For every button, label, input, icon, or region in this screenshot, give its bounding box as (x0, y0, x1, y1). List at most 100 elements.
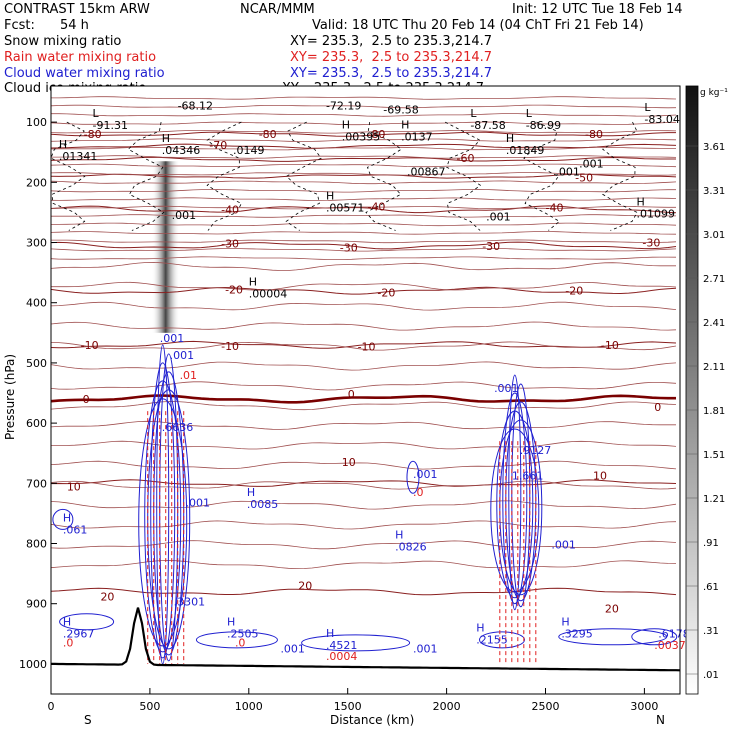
isotherm-label: -80 (585, 128, 603, 141)
extremum-value: .001 (172, 209, 197, 222)
isotherm-minor (50, 188, 676, 193)
extremum-symbol: H (162, 132, 170, 145)
isotherm--30 (50, 241, 677, 250)
extremum-value: .001 (160, 332, 185, 345)
terrain-line (51, 607, 681, 672)
isotherm-minor (50, 180, 677, 185)
extremum-symbol: L (93, 107, 100, 120)
extremum-value: .001 (413, 643, 438, 656)
y-tick-label: 800 (26, 538, 47, 551)
y-tick-label: 100 (26, 116, 47, 129)
isotherm-minor (51, 155, 677, 159)
colorbar-tick-label: .61 (703, 582, 719, 593)
extremum-symbol: H (476, 622, 484, 635)
extremum-value: .3295 (561, 628, 593, 641)
cloud-water-contour (138, 398, 188, 647)
cloud-water-contour (150, 362, 176, 659)
isotherm-label: -20 (565, 285, 583, 298)
extremum-symbol: L (644, 101, 651, 114)
extremum-value: .061 (63, 523, 87, 536)
extremum-value: .001 (413, 468, 438, 481)
isotherm-label: -20 (377, 286, 395, 299)
colorbar-tick-label: 3.31 (703, 186, 725, 197)
cloud-water-contour (195, 631, 278, 649)
isotherm-label: -10 (81, 339, 99, 352)
extremum-value: .6178 (658, 628, 690, 641)
extremum-value: -72.19 (326, 100, 361, 113)
isotherm-label: -20 (225, 283, 243, 296)
isotherm-label: -40 (221, 203, 239, 216)
x-tick-label: 0 (48, 700, 55, 713)
extremum-value: .01 (180, 369, 198, 382)
isotherm-label: -30 (340, 241, 358, 254)
isotherm-minor (50, 172, 677, 176)
colorbar-gradient (685, 85, 699, 695)
isotherm-label: 10 (342, 456, 356, 469)
isotherm-label: 0 (654, 401, 661, 414)
isotherm-20 (50, 587, 677, 596)
extremum-symbol: H (227, 616, 235, 629)
isotherm-label: -80 (367, 128, 385, 141)
colorbar-tick-label: 1.51 (703, 450, 725, 461)
extremum-symbol: H (506, 132, 514, 145)
extremum-value: .3301 (174, 596, 206, 609)
colorbar-tick-label: 1.81 (703, 406, 725, 417)
isotherm-minor (50, 104, 677, 109)
isotherm--80 (50, 131, 676, 137)
isotherm-minor (50, 559, 677, 570)
isotherm-minor (51, 239, 677, 244)
x-tick-label: 2500 (531, 700, 559, 713)
y-tick-label: 400 (26, 297, 47, 310)
isotherm-label: -30 (482, 240, 500, 253)
isotherm-label: -30 (642, 237, 660, 250)
cloud-water-contour (144, 380, 182, 653)
extremum-symbol: H (63, 511, 71, 524)
extremum-value: .01099 (636, 207, 675, 220)
isotherm-minor (50, 321, 677, 331)
extremum-symbol: H (395, 528, 403, 541)
colorbar-tick-label: 2.71 (703, 274, 725, 285)
extremum-value: .001 (551, 539, 576, 552)
extremum-value: .001 (579, 157, 604, 170)
isotherm--40 (50, 205, 677, 214)
extremum-value: .0149 (233, 144, 265, 157)
cloud-water-contour (159, 353, 179, 662)
south-label: S (84, 713, 92, 727)
extremum-symbol: H (561, 616, 569, 629)
isotherm-minor (50, 146, 676, 151)
y-tick-label: 1000 (19, 658, 47, 671)
isotherm-label: -70 (209, 139, 227, 152)
isotherm-label: -40 (367, 200, 385, 213)
extremum-value: .0 (63, 637, 73, 650)
extremum-symbol: H (249, 275, 257, 288)
isotherm-minor (50, 341, 677, 351)
cloud-water-contour (406, 460, 420, 494)
colorbar-tick-label: .91 (703, 538, 719, 549)
extremum-value: .001 (555, 165, 580, 178)
valid-time: Valid: 18 UTC Thu 20 Feb 14 (04 ChT Fri … (312, 18, 644, 33)
extremum-value: .9127 (520, 444, 552, 457)
extremum-value: -87.58 (470, 119, 505, 132)
snow-contour (365, 122, 403, 231)
snow-contour (601, 121, 638, 231)
plot-frame (50, 85, 681, 695)
colorbar-tick-label: .31 (703, 626, 719, 637)
snow-contour (127, 122, 165, 231)
isotherm-minor (50, 205, 676, 210)
isotherm-label: -50 (575, 172, 593, 185)
isotherm-minor (50, 247, 677, 252)
x-tick-label: 3000 (630, 700, 658, 713)
legend-cloud-water-name: Cloud water mixing ratio (4, 66, 165, 81)
y-tick-label: 200 (26, 176, 47, 189)
cloud-water-contour (153, 371, 185, 656)
extremum-value: .001 (486, 210, 511, 223)
legend-rain-xy: XY= 235.3, 2.5 to 235.3,214.7 (290, 50, 493, 65)
isotherm-label: -10 (358, 341, 376, 354)
north-label: N (656, 713, 665, 727)
isotherm-label: -60 (456, 152, 474, 165)
extremum-symbol: H (326, 627, 334, 640)
extremum-symbol: H (59, 138, 67, 151)
org-title: NCAR/MMM (240, 2, 315, 17)
cloud-water-contour (478, 631, 525, 649)
